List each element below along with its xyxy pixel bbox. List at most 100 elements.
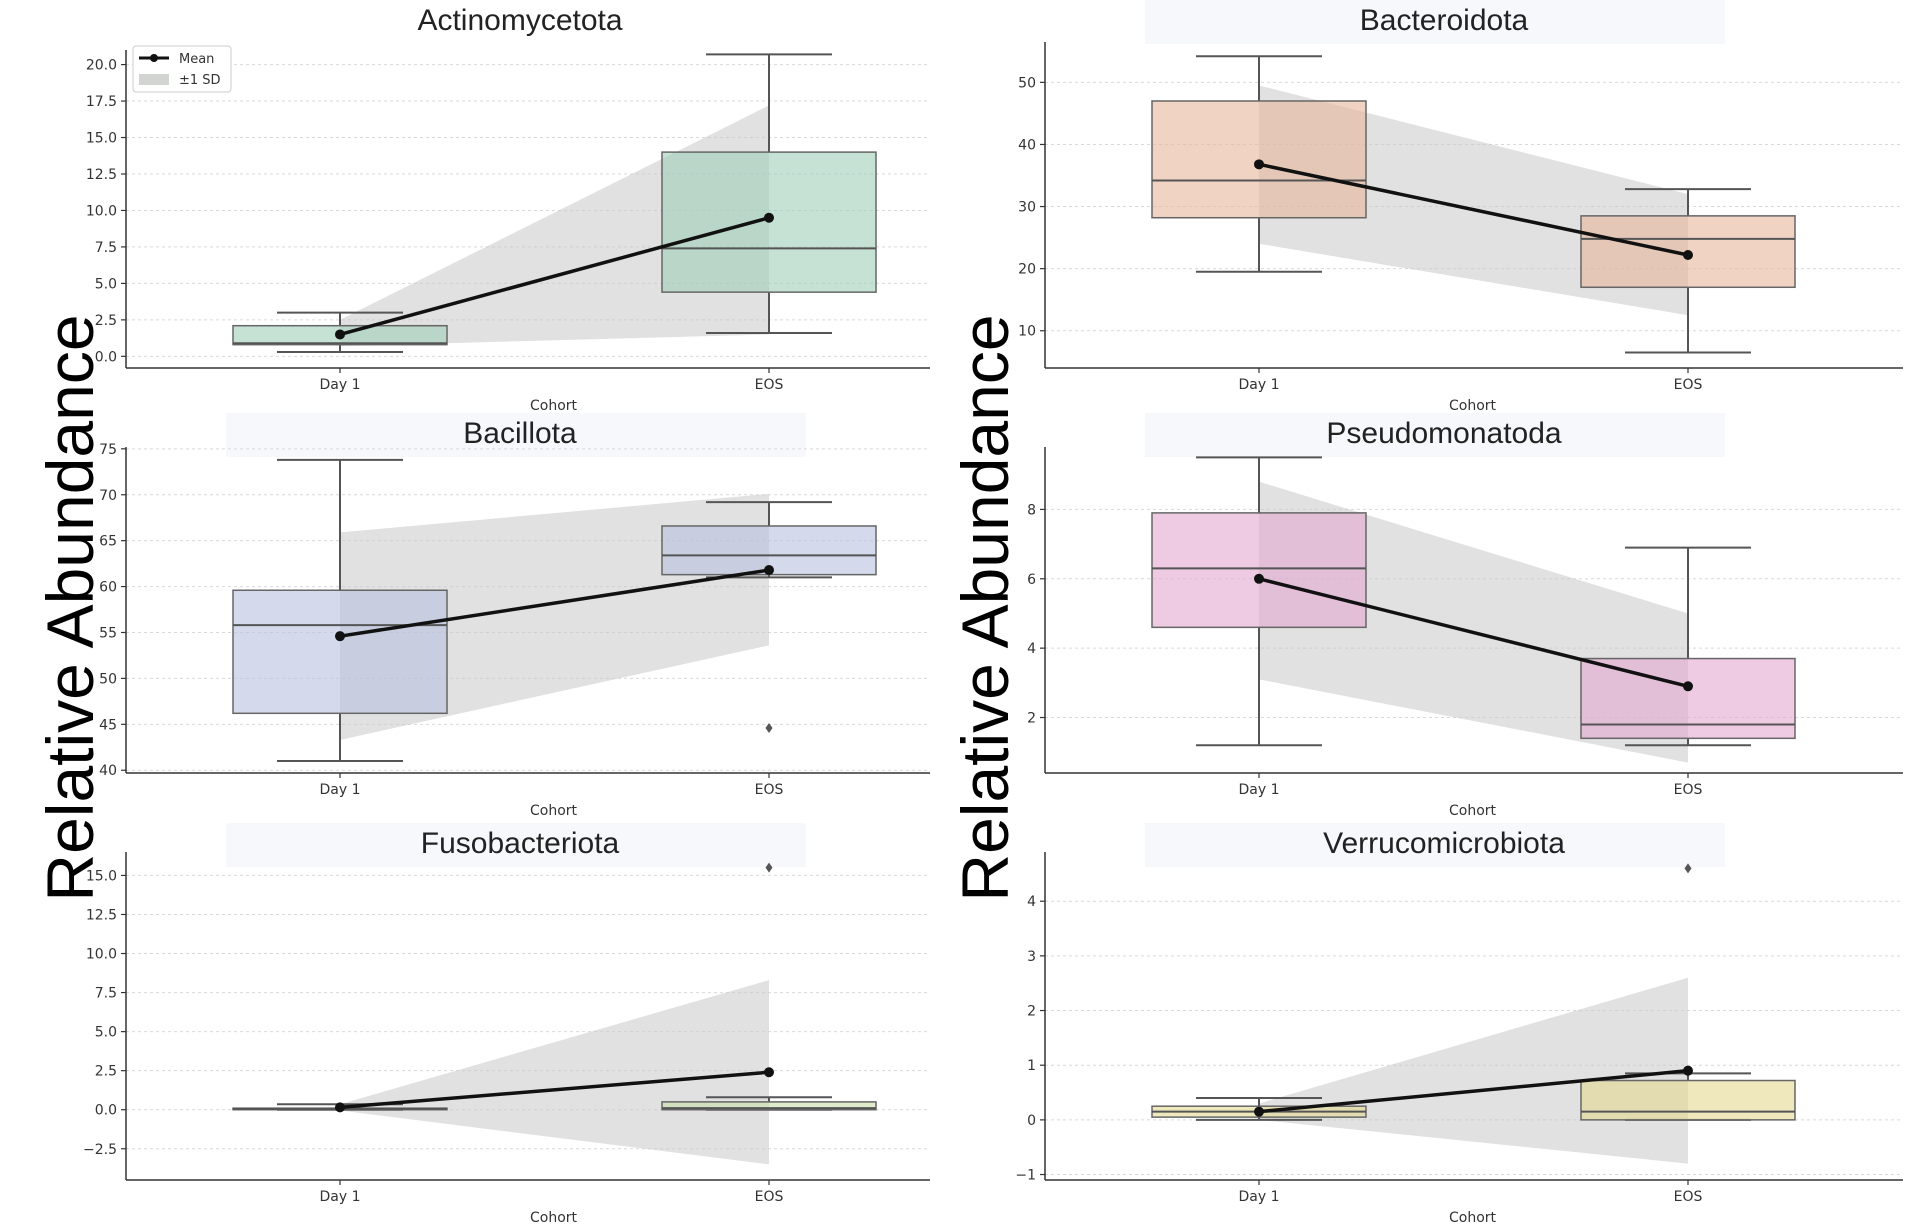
x-axis-label: Cohort <box>530 1210 578 1226</box>
y-tick-label: 2.5 <box>95 1064 117 1080</box>
x-tick-label: Day 1 <box>319 377 360 393</box>
y-tick-label: 0.0 <box>95 349 117 365</box>
title-backdrop <box>226 823 806 867</box>
outlier-point <box>765 723 773 734</box>
y-tick-label: 4 <box>1027 641 1036 657</box>
box-eos <box>1580 1079 1796 1121</box>
y-tick-label: 2 <box>1027 711 1036 727</box>
box-day-1 <box>1151 512 1367 629</box>
mean-point <box>1683 681 1693 692</box>
x-tick-label: Day 1 <box>1238 1189 1279 1205</box>
y-tick-label: 12.5 <box>86 907 117 923</box>
legend-sd-swatch <box>139 74 169 85</box>
y-tick-label: 2.5 <box>95 313 117 329</box>
y-tick-label: 50 <box>1018 75 1036 91</box>
y-tick-label: 10.0 <box>86 947 117 963</box>
y-tick-label: 30 <box>1018 200 1036 216</box>
box-eos <box>661 1101 877 1111</box>
y-tick-label: 0.0 <box>95 1103 117 1119</box>
y-tick-label: 75 <box>99 442 117 458</box>
mean-line <box>1258 162 1689 257</box>
y-tick-label: 45 <box>99 717 117 733</box>
y-tick-label: −1 <box>1015 1168 1036 1184</box>
chart-panel-actinomycetota: Actinomycetota 0.0 2.5 5.0 7.5 10.0 12.5 15.0 17… <box>86 4 930 414</box>
y-tick-label: −2.5 <box>83 1142 117 1158</box>
y-tick-label: 15.0 <box>86 868 117 884</box>
y-tick-label: 10.0 <box>86 203 117 219</box>
y-tick-label: 12.5 <box>86 167 117 183</box>
y-tick-label: 40 <box>1018 137 1036 153</box>
y-tick-label: 1 <box>1027 1058 1036 1074</box>
y-tick-label: 3 <box>1027 949 1036 965</box>
y-axis-label-left: Relative Abundance <box>33 314 107 902</box>
chart-title: Fusobacteriota <box>421 827 620 860</box>
box-day-1 <box>232 589 448 715</box>
chart-title: Actinomycetota <box>417 4 622 37</box>
x-tick-label: Day 1 <box>319 1189 360 1205</box>
x-tick-label: EOS <box>755 1189 784 1205</box>
x-axis-label: Cohort <box>1449 398 1497 414</box>
chart-panel-fusobacteriota: Fusobacteriota −2.5 0.0 2.5 5.0 7.5 10.0 12.5 15… <box>83 823 930 1226</box>
mean-point <box>764 1067 774 1078</box>
x-axis-label: Cohort <box>530 398 578 414</box>
outlier-point <box>1684 863 1692 874</box>
title-backdrop <box>1145 823 1725 867</box>
y-tick-label: 70 <box>99 488 117 504</box>
y-tick-label: 7.5 <box>95 986 117 1002</box>
y-tick-label: 55 <box>99 625 117 641</box>
chart-title: Pseudomonatoda <box>1326 417 1561 450</box>
chart-panel-bacteroidota: Bacteroidota 10 20 30 40 50 Day 1 EOS Cohort <box>1018 0 1903 414</box>
y-tick-label: 5.0 <box>95 1025 117 1041</box>
x-axis-label: Cohort <box>1449 803 1497 819</box>
legend-mean-label: Mean <box>179 52 214 67</box>
mean-line <box>1258 1068 1689 1114</box>
y-tick-label: 60 <box>99 580 117 596</box>
x-axis-label: Cohort <box>530 803 578 819</box>
chart-title: Verrucomicrobiota <box>1323 827 1565 860</box>
x-tick-label: EOS <box>1674 1189 1703 1205</box>
chart-panel-verrucomicrobiota: Verrucomicrobiota −1 0 1 2 3 4 Day 1 EOS Cohort <box>1015 823 1903 1226</box>
mean-point <box>1254 159 1264 170</box>
title-backdrop <box>1145 413 1725 457</box>
x-tick-label: Day 1 <box>1238 782 1279 798</box>
y-tick-label: 0 <box>1027 1113 1036 1129</box>
title-backdrop <box>1145 0 1725 44</box>
x-tick-label: EOS <box>755 782 784 798</box>
mean-line <box>339 1070 770 1110</box>
y-tick-label: 15.0 <box>86 131 117 147</box>
legend-sd-label: ±1 SD <box>179 73 221 88</box>
x-tick-label: Day 1 <box>1238 377 1279 393</box>
mean-line <box>1258 577 1689 688</box>
y-tick-label: 20.0 <box>86 58 117 74</box>
x-tick-label: EOS <box>1674 377 1703 393</box>
y-tick-label: 5.0 <box>95 276 117 292</box>
mean-line <box>339 568 770 638</box>
mean-point <box>335 329 345 340</box>
y-tick-label: 20 <box>1018 262 1036 278</box>
x-axis-label: Cohort <box>1449 1210 1497 1226</box>
y-tick-label: 65 <box>99 534 117 550</box>
y-tick-label: 4 <box>1027 894 1036 910</box>
y-tick-label: 8 <box>1027 502 1036 518</box>
y-axis-label-right: Relative Abundance <box>948 314 1022 902</box>
box-eos <box>1580 657 1796 740</box>
chart-title: Bacillota <box>463 417 577 450</box>
mean-point <box>764 565 774 576</box>
mean-line <box>339 216 770 337</box>
sd-band <box>1259 977 1688 1164</box>
mean-point <box>335 1102 345 1113</box>
y-tick-label: 50 <box>99 671 117 687</box>
y-tick-label: 6 <box>1027 572 1036 588</box>
y-tick-label: 17.5 <box>86 94 117 110</box>
x-tick-label: EOS <box>755 377 784 393</box>
mean-point <box>335 631 345 642</box>
x-tick-label: EOS <box>1674 782 1703 798</box>
mean-point <box>1683 1065 1693 1076</box>
sd-band <box>340 980 769 1165</box>
chart-panel-bacillota: Bacillota 40 45 50 55 60 65 70 75 Day 1 EOS Cohort <box>99 413 930 819</box>
legend: Mean ±1 SD <box>132 45 232 93</box>
chart-title: Bacteroidota <box>1360 4 1529 37</box>
y-tick-label: 7.5 <box>95 240 117 256</box>
mean-point <box>764 212 774 223</box>
mean-point <box>1683 249 1693 260</box>
